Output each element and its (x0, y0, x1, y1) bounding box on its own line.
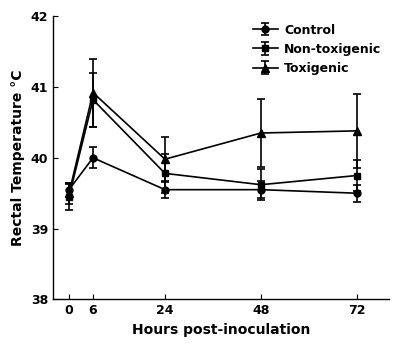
Y-axis label: Rectal Temperature °C: Rectal Temperature °C (11, 70, 25, 246)
Legend: Control, Non-toxigenic, Toxigenic: Control, Non-toxigenic, Toxigenic (248, 18, 386, 80)
X-axis label: Hours post-inoculation: Hours post-inoculation (132, 323, 310, 337)
